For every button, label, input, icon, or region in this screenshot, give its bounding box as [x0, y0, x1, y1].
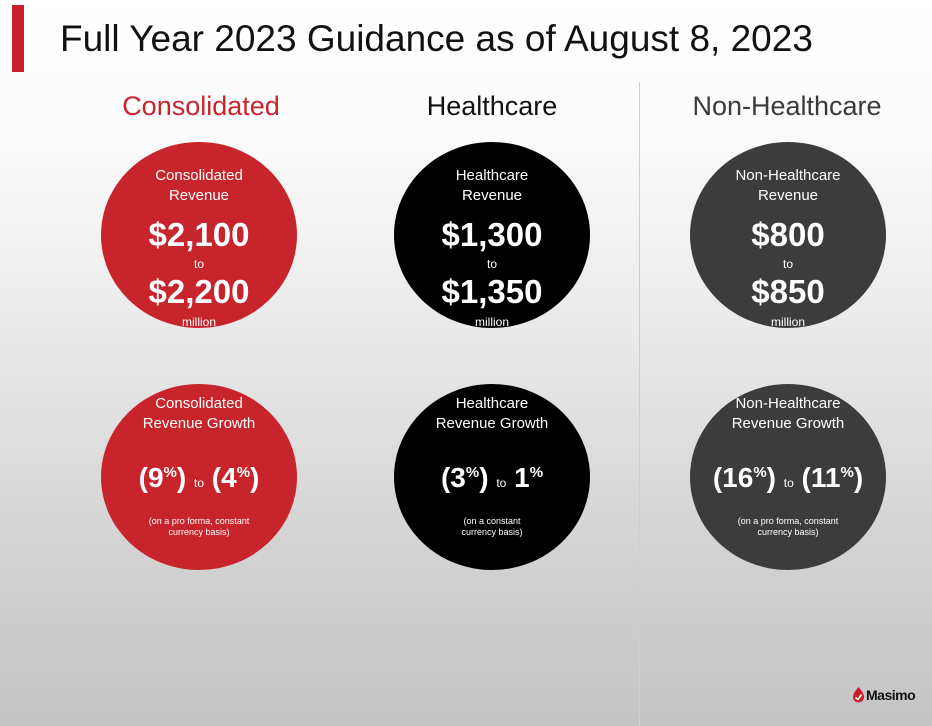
growth-note-line2: currency basis) — [461, 527, 523, 537]
percent-sign: % — [465, 464, 480, 481]
logo-text: Masimo — [866, 687, 916, 703]
percent-sign: % — [529, 464, 544, 481]
heading-consolidated: Consolidated — [122, 91, 280, 121]
revenue-label-line1: Healthcare — [455, 167, 529, 184]
revenue-unit: million — [770, 315, 805, 328]
growth-high: 1 — [514, 462, 530, 493]
growth-range: (9%) to (4%) — [138, 462, 260, 493]
percent-sign: % — [163, 464, 177, 481]
revenue-low: $1,300 — [441, 216, 543, 253]
growth-to: to — [496, 476, 507, 490]
growth-note-line1: (on a constant — [463, 516, 521, 526]
percent-sign: % — [236, 464, 251, 481]
revenue-to: to — [193, 257, 204, 271]
revenue-label-line2: Revenue — [461, 187, 523, 204]
consolidated-revenue-circle: Consolidated Revenue $2,100 to $2,200 mi… — [101, 142, 297, 328]
growth-note-line1: (on a pro forma, constant — [148, 516, 250, 526]
non-healthcare-revenue-circle: Non-Healthcare Revenue $800 to $850 mill… — [690, 142, 886, 328]
growth-to: to — [193, 476, 204, 490]
percent-sign: % — [753, 464, 767, 481]
growth-range: (16%) to (11%) — [712, 462, 864, 493]
revenue-low: $800 — [751, 216, 825, 253]
growth-label-line1: Non-Healthcare — [735, 395, 841, 412]
growth-label-line2: Revenue Growth — [731, 415, 845, 432]
percent-sign: % — [840, 464, 854, 481]
revenue-label-line2: Revenue — [168, 187, 230, 204]
revenue-to: to — [486, 257, 497, 271]
growth-note-line2: currency basis) — [168, 527, 230, 537]
growth-range: (3%) to 1% — [440, 462, 544, 493]
growth-label-line1: Healthcare — [455, 395, 529, 412]
growth-note-line1: (on a pro forma, constant — [737, 516, 839, 526]
healthcare-revenue-circle: Healthcare Revenue $1,300 to $1,350 mill… — [394, 142, 590, 328]
revenue-unit: million — [181, 315, 216, 328]
growth-label-line2: Revenue Growth — [142, 415, 256, 432]
title-accent-bar — [12, 5, 24, 72]
heading-healthcare: Healthcare — [426, 91, 558, 121]
column-divider — [639, 82, 640, 726]
revenue-high: $1,350 — [441, 273, 543, 310]
growth-low: 3 — [450, 462, 466, 493]
revenue-low: $2,100 — [148, 216, 250, 253]
growth-high: 4 — [221, 462, 237, 493]
growth-low: 9 — [147, 462, 164, 493]
revenue-high: $2,200 — [148, 273, 250, 310]
consolidated-growth-circle: Consolidated Revenue Growth (9%) to (4%)… — [101, 384, 297, 570]
healthcare-growth-circle: Healthcare Revenue Growth (3%) to 1% (on… — [394, 384, 590, 570]
growth-low: 16 — [722, 462, 754, 493]
slide-title: Full Year 2023 Guidance as of August 8, … — [60, 18, 813, 59]
non-healthcare-growth-circle: Non-Healthcare Revenue Growth (16%) to (… — [690, 384, 886, 570]
growth-note-line2: currency basis) — [757, 527, 819, 537]
revenue-label-line2: Revenue — [757, 187, 819, 204]
masimo-logo-icon — [853, 687, 864, 703]
growth-high: 11 — [810, 462, 841, 493]
revenue-to: to — [782, 257, 793, 271]
revenue-label-line1: Consolidated — [155, 167, 243, 184]
masimo-logo: Masimo — [852, 681, 916, 707]
revenue-label-line1: Non-Healthcare — [735, 167, 841, 184]
revenue-unit: million — [474, 315, 509, 328]
growth-label-line2: Revenue Growth — [435, 415, 549, 432]
growth-to: to — [783, 476, 794, 490]
heading-non-healthcare: Non-Healthcare — [692, 91, 882, 121]
growth-label-line1: Consolidated — [155, 395, 243, 412]
revenue-high: $850 — [751, 273, 825, 310]
